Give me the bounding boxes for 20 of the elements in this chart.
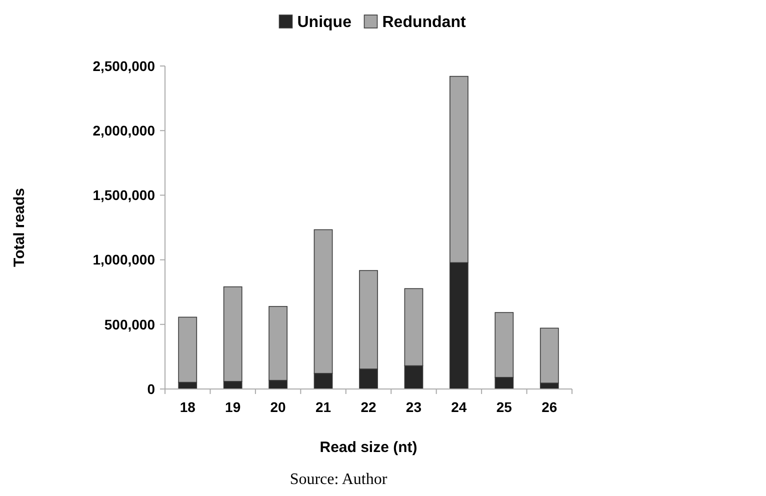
y-tick-label: 1,000,000 bbox=[92, 252, 156, 268]
y-tick-label: 1,500,000 bbox=[92, 187, 156, 204]
x-tick-label: 23 bbox=[406, 399, 422, 415]
y-tick-label: 0 bbox=[147, 380, 156, 397]
x-tick-label: 25 bbox=[496, 399, 512, 415]
source-note: Source: Author bbox=[290, 471, 388, 488]
x-tick-label: 18 bbox=[180, 399, 196, 415]
y-axis-title: Total reads bbox=[11, 188, 28, 267]
x-tick-label: 24 bbox=[451, 399, 467, 415]
x-tick-label: 19 bbox=[225, 399, 241, 415]
x-tick-label: 21 bbox=[315, 399, 332, 415]
y-tick-label: 2,000,000 bbox=[92, 122, 156, 138]
y-tick-label: 2,500,000 bbox=[92, 58, 156, 74]
x-tick-label: 26 bbox=[542, 399, 558, 415]
x-tick-label: 22 bbox=[360, 399, 376, 415]
x-tick-label: 20 bbox=[270, 399, 286, 415]
y-tick-label: 500,000 bbox=[104, 316, 156, 332]
legend-label: Redundant bbox=[382, 14, 466, 31]
legend-label: Unique bbox=[297, 14, 352, 31]
x-axis-title: Read size (nt) bbox=[320, 439, 418, 456]
